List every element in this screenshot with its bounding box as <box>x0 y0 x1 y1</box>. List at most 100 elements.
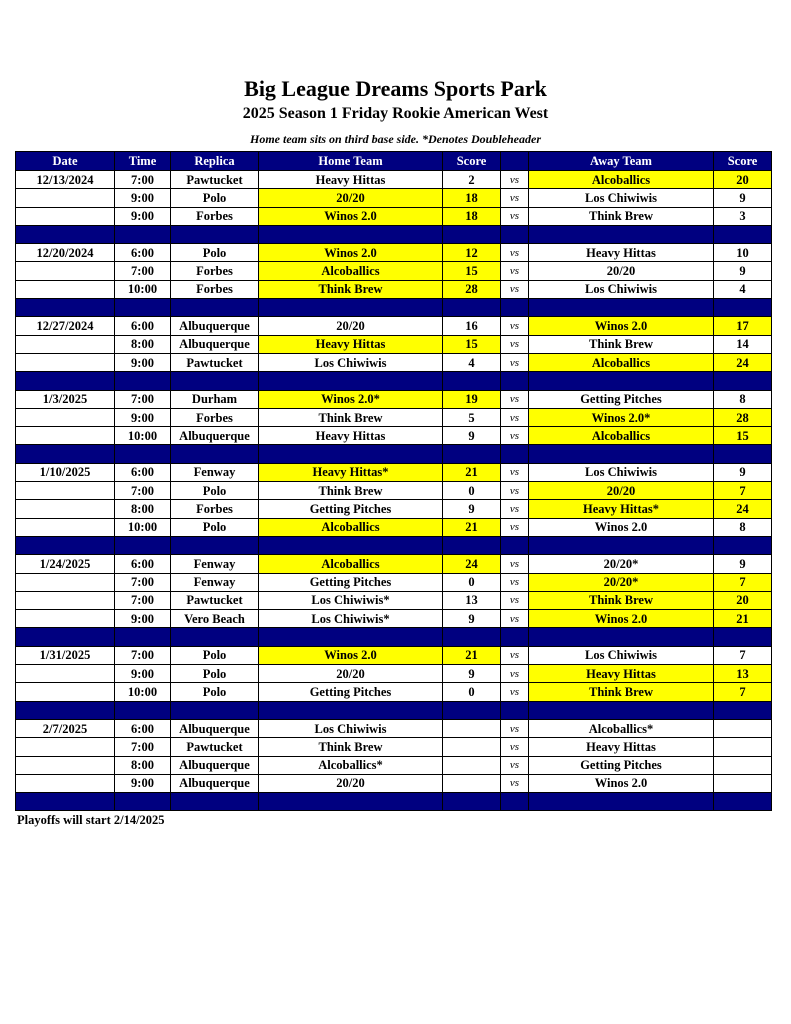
vs-cell: vs <box>500 462 529 483</box>
away-score-cell: 9 <box>713 188 772 208</box>
home-score-cell <box>442 773 501 794</box>
replica-cell: Pawtucket <box>170 169 259 190</box>
away-team-cell: Winos 2.0 <box>528 609 714 629</box>
date-cell: 1/3/2025 <box>15 389 115 409</box>
vs-cell: vs <box>500 206 529 226</box>
table-row: 7:00 Polo Think Brew 0 vs 20/20 7 <box>15 481 772 501</box>
away-team-cell: Winos 2.0 <box>528 773 714 794</box>
vs-cell: vs <box>500 718 529 739</box>
separator-cell <box>528 700 714 720</box>
separator-cell <box>114 224 171 245</box>
away-team-cell: Los Chiwiwis <box>528 188 714 208</box>
vs-cell: vs <box>500 499 529 519</box>
home-team-cell: Alcoballics <box>258 261 443 281</box>
home-team-cell: 20/20 <box>258 188 443 208</box>
date-cell <box>15 499 115 519</box>
home-team-cell: 20/20 <box>258 664 443 684</box>
replica-cell: Pawtucket <box>170 352 259 373</box>
home-team-cell: Think Brew <box>258 481 443 501</box>
home-team-cell: Think Brew <box>258 407 443 428</box>
home-team-cell: Heavy Hittas <box>258 426 443 446</box>
home-score-cell: 0 <box>442 481 501 501</box>
date-cell: 1/31/2025 <box>15 645 115 666</box>
separator-row <box>15 700 772 720</box>
separator-cell <box>170 792 259 812</box>
separator-cell <box>528 535 714 556</box>
table-row: 10:00 Albuquerque Heavy Hittas 9 vs Alcoballi… <box>15 426 772 446</box>
separator-cell <box>15 535 115 556</box>
replica-cell: Forbes <box>170 499 259 519</box>
home-team-cell: Getting Pitches <box>258 572 443 592</box>
home-score-cell: 9 <box>442 609 501 629</box>
table-row: 10:00 Polo Alcoballics 21 vs Winos 2.0 8 <box>15 517 772 537</box>
time-cell: 9:00 <box>114 773 171 794</box>
vs-cell: vs <box>500 316 529 336</box>
vs-cell: vs <box>500 609 529 629</box>
time-cell: 10:00 <box>114 682 171 702</box>
away-team-cell: Winos 2.0 <box>528 517 714 537</box>
replica-cell: Fenway <box>170 462 259 483</box>
replica-cell: Polo <box>170 481 259 501</box>
table-row: 9:00 Vero Beach Los Chiwiwis* 9 vs Winos 2.0 2… <box>15 609 772 629</box>
column-header-date: Date <box>15 151 115 171</box>
away-team-cell: Think Brew <box>528 334 714 354</box>
separator-cell <box>170 700 259 720</box>
date-cell <box>15 279 115 300</box>
away-team-cell: Los Chiwiwis <box>528 462 714 483</box>
column-header-home-score: Score <box>442 151 501 171</box>
replica-cell: Polo <box>170 188 259 208</box>
replica-cell: Forbes <box>170 407 259 428</box>
away-score-cell: 7 <box>713 645 772 666</box>
date-cell <box>15 590 115 611</box>
table-row: 7:00 Forbes Alcoballics 15 vs 20/20 9 <box>15 261 772 281</box>
date-cell <box>15 261 115 281</box>
separator-cell <box>258 627 443 647</box>
separator-cell <box>114 444 171 464</box>
away-team-cell: Alcoballics <box>528 426 714 446</box>
replica-cell: Pawtucket <box>170 590 259 611</box>
separator-row <box>15 444 772 464</box>
time-cell: 7:00 <box>114 261 171 281</box>
separator-row <box>15 535 772 556</box>
home-score-cell: 21 <box>442 645 501 666</box>
vs-cell: vs <box>500 554 529 574</box>
separator-cell <box>442 371 501 391</box>
away-score-cell: 28 <box>713 407 772 428</box>
vs-cell: vs <box>500 517 529 537</box>
away-team-cell: Winos 2.0 <box>528 316 714 336</box>
separator-row <box>15 298 772 318</box>
separator-cell <box>442 627 501 647</box>
home-score-cell: 13 <box>442 590 501 611</box>
time-cell: 6:00 <box>114 718 171 739</box>
vs-cell: vs <box>500 188 529 208</box>
separator-cell <box>713 627 772 647</box>
table-row: 12/20/2024 6:00 Polo Winos 2.0 12 vs Heavy Hit… <box>15 243 772 263</box>
separator-cell <box>114 298 171 318</box>
time-cell: 7:00 <box>114 169 171 190</box>
date-cell: 12/20/2024 <box>15 243 115 263</box>
separator-cell <box>15 371 115 391</box>
away-score-cell: 7 <box>713 481 772 501</box>
time-cell: 7:00 <box>114 481 171 501</box>
table-row: 7:00 Fenway Getting Pitches 0 vs 20/20* 7 <box>15 572 772 592</box>
date-cell: 12/27/2024 <box>15 316 115 336</box>
date-cell <box>15 682 115 702</box>
date-cell <box>15 206 115 226</box>
home-score-cell: 12 <box>442 243 501 263</box>
away-team-cell: Heavy Hittas <box>528 737 714 757</box>
separator-cell <box>114 371 171 391</box>
away-score-cell: 8 <box>713 517 772 537</box>
replica-cell: Albuquerque <box>170 718 259 739</box>
vs-cell: vs <box>500 243 529 263</box>
time-cell: 7:00 <box>114 645 171 666</box>
away-score-cell <box>713 755 772 775</box>
away-team-cell: 20/20 <box>528 481 714 501</box>
separator-cell <box>258 792 443 812</box>
home-team-cell: Getting Pitches <box>258 499 443 519</box>
away-score-cell: 10 <box>713 243 772 263</box>
table-row: 9:00 Polo 20/20 18 vs Los Chiwiwis 9 <box>15 188 772 208</box>
vs-cell: vs <box>500 737 529 757</box>
time-cell: 9:00 <box>114 664 171 684</box>
separator-cell <box>528 224 714 245</box>
date-cell <box>15 426 115 446</box>
